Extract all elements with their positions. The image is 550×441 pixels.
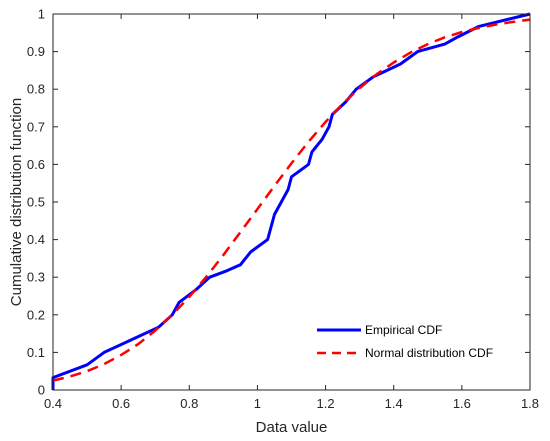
y-tick-label: 0.7 (27, 119, 45, 134)
y-tick-label: 0.8 (27, 82, 45, 97)
x-tick-label: 1.6 (453, 396, 471, 411)
x-axis-ticks: 0.4 0.6 0.8 1 1.2 1.4 1.6 1.8 (44, 14, 539, 411)
y-tick-label: 0.2 (27, 307, 45, 322)
legend-label-empirical: Empirical CDF (365, 323, 442, 337)
y-tick-label: 1 (38, 7, 45, 22)
y-tick-label: 0.4 (27, 232, 45, 247)
x-tick-label: 1.4 (385, 396, 403, 411)
y-tick-label: 0 (38, 383, 45, 398)
empirical-cdf-line (51, 12, 531, 390)
plot-area: 0.4 0.6 0.8 1 1.2 1.4 1.6 1.8 00.10.20.30.40.50… (27, 7, 539, 412)
normal-cdf-line (52, 18, 531, 382)
y-tick-label: 0.6 (27, 157, 45, 172)
y-axis-label: Cumulative distribution function (8, 98, 25, 306)
legend: Empirical CDF Normal distribution CDF (317, 323, 493, 360)
x-tick-label: 1 (254, 396, 261, 411)
x-tick-label: 0.4 (44, 396, 62, 411)
y-tick-label: 0.1 (27, 345, 45, 360)
x-axis-label: Data value (256, 419, 328, 436)
x-tick-label: 1.8 (521, 396, 539, 411)
plot-frame (52, 13, 531, 391)
legend-label-normal: Normal distribution CDF (365, 346, 493, 360)
y-axis-ticks: 0 0.1 0.2 0.3 0.4 0.5 0.6 0.7 0.8 0.9 1 (27, 7, 530, 398)
x-tick-label: 0.6 (112, 396, 130, 411)
y-tick-label: 0.3 (27, 270, 45, 285)
y-tick-label: 0.5 (27, 195, 45, 210)
x-tick-label: 0.8 (180, 396, 198, 411)
x-tick-label: 1.2 (317, 396, 335, 411)
series-layer (51, 12, 531, 390)
y-tick-label: 0.9 (27, 44, 45, 59)
